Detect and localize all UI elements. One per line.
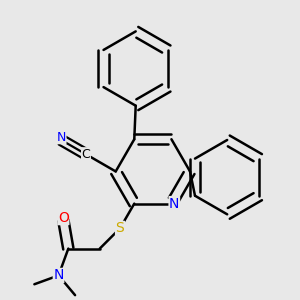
Text: N: N: [53, 268, 64, 283]
Text: N: N: [169, 196, 179, 211]
Text: S: S: [116, 221, 124, 236]
Text: N: N: [56, 130, 66, 144]
Text: C: C: [82, 148, 90, 161]
Text: O: O: [58, 211, 69, 225]
